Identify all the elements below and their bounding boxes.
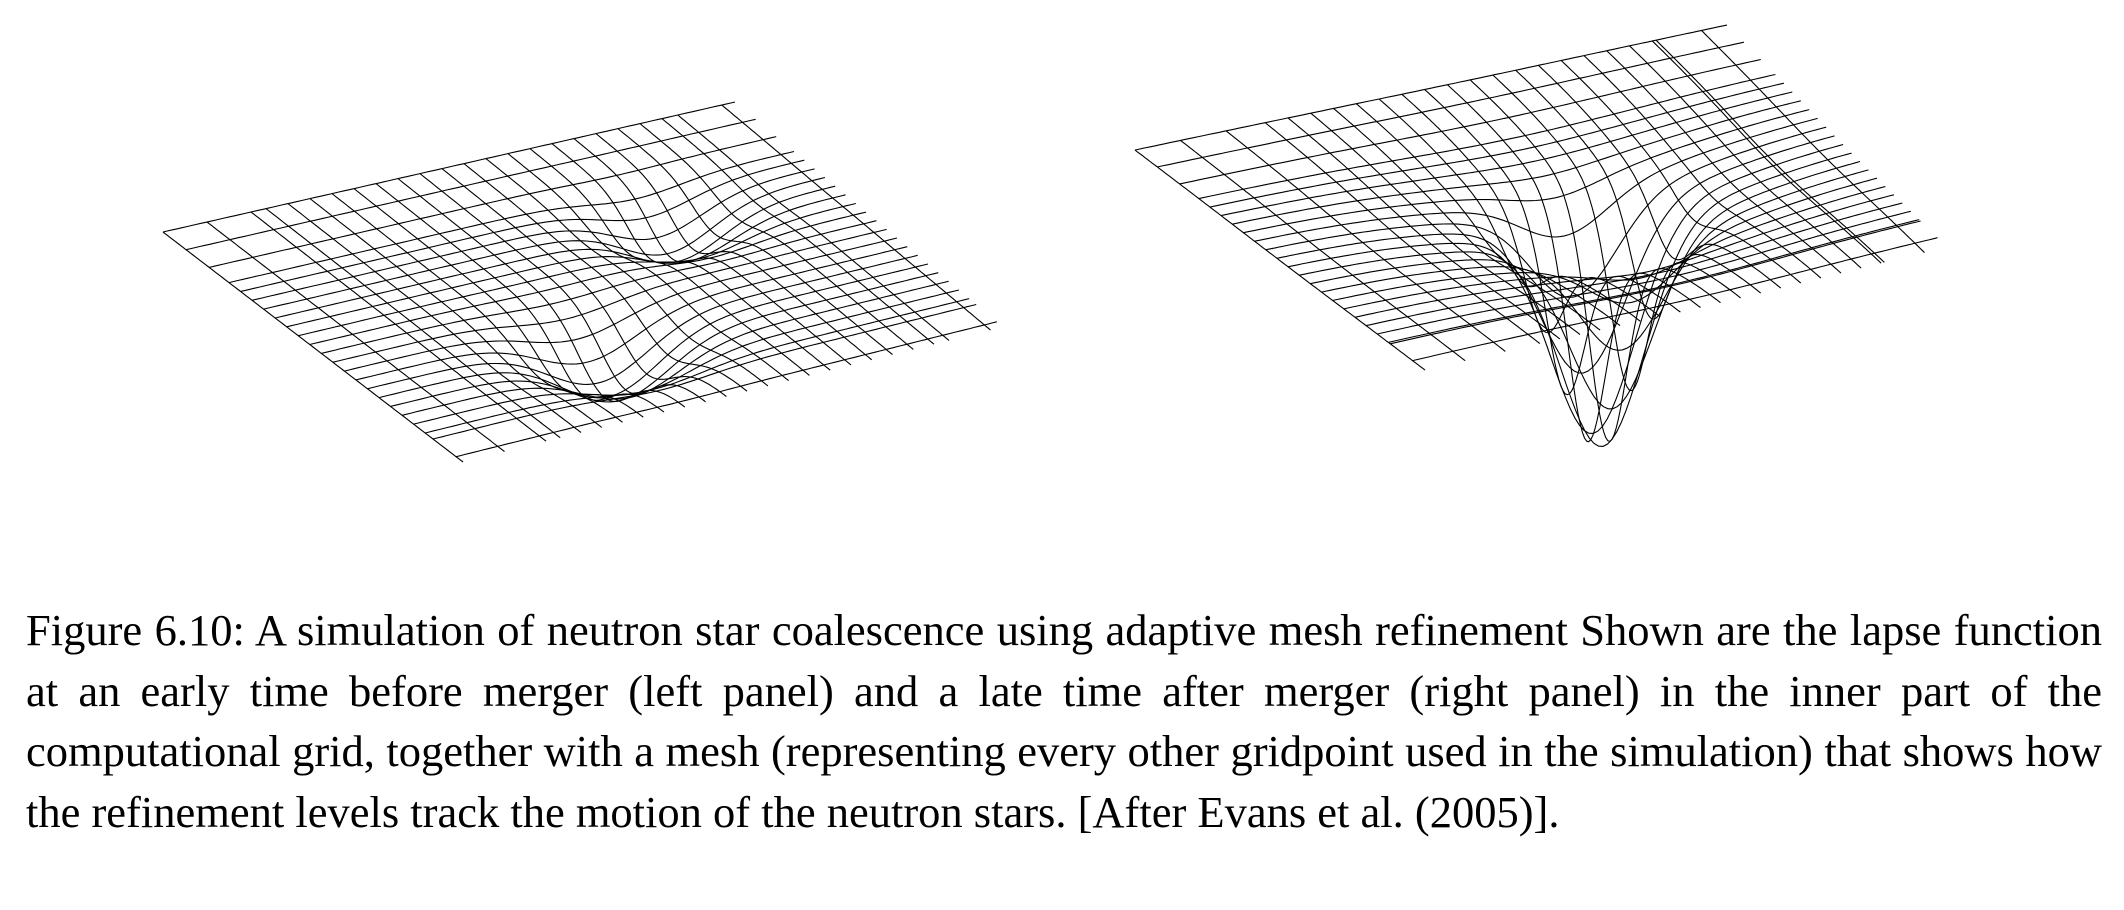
right-panel-grid-line-v [1310, 160, 1861, 410]
left-panel-grid-line-v [401, 280, 949, 416]
right-panel-grid-line-v [1365, 202, 1903, 327]
right-panel-grid-line-v [1220, 91, 1793, 217]
left-panel-grid-line-v [298, 202, 856, 337]
right-panel-grid-line-u [1225, 130, 1506, 352]
right-panel-grid-line-v [1134, 24, 1728, 151]
right-panel-grid-line-v [1412, 237, 1938, 362]
right-panel-grid-line-v [1388, 219, 1920, 343]
right-panel-lapse-mesh [1134, 24, 1938, 447]
left-panel-grid-line-v [286, 194, 846, 328]
right-panel-grid-line-u [1264, 122, 1541, 345]
left-panel-grid-line-u [529, 148, 810, 376]
right-panel-grid-line-u [1655, 39, 1885, 263]
right-panel-grid-line-v [1157, 41, 1745, 168]
right-panel-grid-line-v [1254, 117, 1818, 242]
right-panel-grid-line-v [1321, 169, 1869, 351]
left-panel-grid-line-u [250, 211, 547, 442]
right-panel-grid-line-v [1377, 210, 1911, 335]
left-panel-grid-line-v [390, 272, 939, 407]
left-panel-grid-line-u [573, 138, 852, 366]
left-panel-grid-line-v [413, 289, 960, 425]
right-panel-grid-line-v [1232, 100, 1801, 225]
left-panel-grid-line-v [321, 220, 877, 354]
right-panel-grid-line-u [1560, 60, 1802, 284]
caption-label: Figure 6.10: [26, 605, 245, 655]
right-panel-grid-line-v [1276, 135, 1835, 374]
left-panel-grid-line-v [332, 228, 887, 363]
left-panel-grid-line-v [228, 150, 795, 284]
left-panel-grid-line-v [162, 101, 736, 233]
right-panel-grid-line-v [1179, 58, 1761, 185]
left-panel-grid-line-u [206, 221, 505, 453]
left-panel-grid-line-u [595, 133, 873, 361]
right-panel-grid-line-v [1287, 143, 1844, 434]
right-panel-grid-line-u [1333, 108, 1601, 331]
left-panel-grid-line-v [251, 168, 815, 301]
left-panel-grid-line-u [677, 114, 950, 341]
right-panel-grid-lines [1134, 24, 1938, 447]
figure-caption: Figure 6.10: A simulation of neutron sta… [26, 600, 2102, 842]
right-panel-grid-line-u [1378, 98, 1641, 322]
left-panel-grid-line-u [162, 231, 464, 463]
left-panel-grid-line-v [425, 298, 970, 434]
left-panel-grid-line-v [344, 237, 898, 372]
left-panel-grid-line-v [263, 176, 826, 310]
left-panel-grid-line-u [661, 118, 935, 345]
right-panel-grid-line-u [1134, 149, 1426, 371]
right-panel-grid-line-v [1299, 152, 1852, 447]
left-panel-grid-line-u [551, 143, 831, 371]
right-panel-grid-line-u [1651, 40, 1882, 264]
left-panel-grid-line-v [209, 136, 777, 268]
right-panel-grid-line-v [1209, 82, 1785, 208]
figure [162, 24, 1938, 463]
right-panel-grid-line-u [1287, 117, 1561, 340]
right-panel-grid-line-v [1354, 194, 1895, 318]
left-panel-grid-line-v [455, 321, 997, 458]
left-panel-grid-line-u [639, 123, 914, 350]
right-panel-grid-line-u [1180, 139, 1466, 362]
left-panel-grid-lines [162, 101, 997, 463]
left-panel-grid-line-u [721, 104, 991, 331]
left-panel-grid-line-v [185, 118, 756, 251]
left-panel-grid-line-u [265, 208, 561, 439]
right-panel-grid-line-u [1629, 45, 1862, 269]
right-panel-grid-line-v [1265, 126, 1827, 299]
right-panel-grid-line-v [1198, 73, 1776, 200]
left-panel-lapse-mesh [162, 101, 997, 463]
left-panel-grid-line-v [355, 246, 908, 381]
right-panel-grid-line-v [1243, 109, 1810, 234]
left-panel-grid-line-v [432, 303, 977, 440]
left-panel-grid-line-v [240, 159, 805, 292]
left-panel-grid-line-v [309, 211, 867, 346]
left-panel-grid-line-v [275, 185, 836, 319]
right-panel-grid-line-v [1343, 185, 1886, 310]
right-panel-grid-line-v [1390, 220, 1921, 345]
left-panel-grid-line-v [367, 254, 918, 390]
left-panel-grid-line-v [378, 263, 929, 399]
caption-text: A simulation of neutron star coalescence… [26, 605, 2103, 837]
